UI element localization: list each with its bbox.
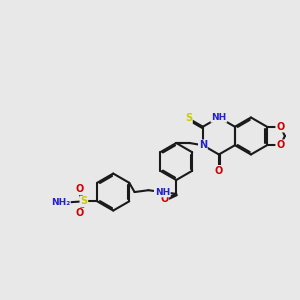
Text: N: N [199,140,207,150]
Text: S: S [185,113,192,123]
Text: O: O [75,184,83,194]
Text: O: O [75,208,83,218]
Text: NH: NH [211,113,226,122]
Text: NH₂: NH₂ [51,198,70,207]
Text: O: O [160,194,168,205]
Text: O: O [276,122,284,132]
Text: O: O [276,140,284,150]
Text: O: O [215,166,223,176]
Text: NH: NH [155,188,170,196]
Text: S: S [80,196,87,206]
